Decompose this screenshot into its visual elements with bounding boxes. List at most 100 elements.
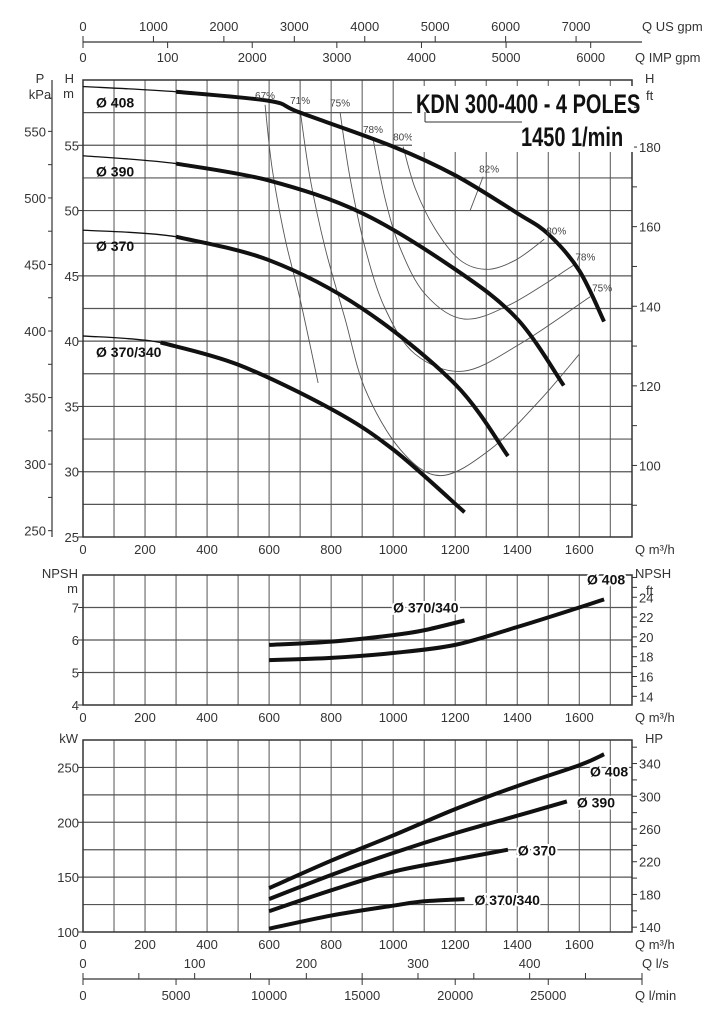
y-tick-label: 40 xyxy=(65,334,79,349)
y-tick-label: 200 xyxy=(57,815,79,830)
series-label: Ø 408 xyxy=(587,571,625,587)
kpa-tick-label: 350 xyxy=(24,391,46,406)
y-tick-label: 25 xyxy=(65,530,79,545)
x-tick-label: 400 xyxy=(196,937,218,952)
series-label: Ø 408 xyxy=(96,95,134,111)
right-tick-label: 340 xyxy=(639,757,661,772)
y-tick-label: 55 xyxy=(65,138,79,153)
efficiency-label: 78% xyxy=(363,125,383,136)
right-axis-title: NPSH xyxy=(635,566,671,581)
ls-tick-label: 400 xyxy=(519,956,541,971)
kpa-tick-label: 500 xyxy=(24,191,46,206)
x-tick-label: 800 xyxy=(320,937,342,952)
speed-label: 1450 1/min xyxy=(521,122,623,153)
labels: 0 200 400 600 800 1000 1200 1400 1600 Q m³/h25303… xyxy=(24,19,702,1003)
right-tick-label: 260 xyxy=(639,822,661,837)
ls-tick-label: 200 xyxy=(295,956,317,971)
lmin-tick-label: 10000 xyxy=(251,988,287,1003)
right-tick-label: 220 xyxy=(639,855,661,870)
curve-0 xyxy=(175,89,606,323)
right-tick-label: 20 xyxy=(639,630,653,645)
x-tick-label: 1400 xyxy=(503,710,532,725)
lmin-tick-label: 15000 xyxy=(344,988,380,1003)
x-axis-label: Q m³/h xyxy=(635,710,675,725)
right-tick-label: 160 xyxy=(639,220,661,235)
right-axis-title: HP xyxy=(645,731,663,746)
y-axis-unit: m xyxy=(67,581,78,596)
right-tick-label: 18 xyxy=(639,650,653,665)
x-tick-label: 800 xyxy=(320,542,342,557)
efficiency-label: 82% xyxy=(479,165,499,176)
plot-frame xyxy=(82,739,633,933)
series-label: Ø 390 xyxy=(577,794,615,810)
ls-tick-label: 100 xyxy=(184,956,206,971)
right-tick-label: 24 xyxy=(639,590,653,605)
y-axis-title: kW xyxy=(59,731,79,746)
right-tick-label: 140 xyxy=(639,920,661,935)
kpa-tick-label: 250 xyxy=(24,524,46,539)
right-tick-label: 180 xyxy=(639,887,661,902)
right-tick-label: 100 xyxy=(639,458,661,473)
y-tick-label: 250 xyxy=(57,760,79,775)
efficiency-end-label: 78% xyxy=(575,252,595,263)
us-gpm-tick-label: 7000 xyxy=(562,19,591,34)
x-tick-label: 800 xyxy=(320,710,342,725)
x-tick-label: 600 xyxy=(258,542,280,557)
y-tick-label: 35 xyxy=(65,399,79,414)
series-label: Ø 370/340 xyxy=(393,600,459,616)
series-label: Ø 370 xyxy=(96,238,134,254)
y-axis-title: H xyxy=(65,71,74,86)
right-tick-label: 120 xyxy=(639,379,661,394)
ls-tick-label: 300 xyxy=(407,956,429,971)
us-gpm-tick-label: 6000 xyxy=(491,19,520,34)
right-tick-label: 140 xyxy=(639,299,661,314)
kpa-tick-label: 400 xyxy=(24,324,46,339)
imp-gpm-tick-label: 6000 xyxy=(576,50,605,65)
right-tick-label: 22 xyxy=(639,610,653,625)
x-tick-label: 1400 xyxy=(503,937,532,952)
x-tick-label: 1200 xyxy=(441,542,470,557)
us-gpm-tick-label: 5000 xyxy=(421,19,450,34)
efficiency-end-label: 80% xyxy=(546,226,566,237)
curves xyxy=(82,85,606,931)
y-tick-label: 4 xyxy=(72,698,79,713)
kpa-tick-label: 550 xyxy=(24,124,46,139)
imp-gpm-tick-label: 2000 xyxy=(238,50,267,65)
imp-gpm-tick-label: 100 xyxy=(157,50,179,65)
y-tick-label: 100 xyxy=(57,925,79,940)
title-box: KDN 300-400 - 4 POLES 1450 1/min xyxy=(412,86,640,153)
lmin-axis-label: Q l/min xyxy=(635,988,676,1003)
efficiency-curve xyxy=(402,146,545,270)
kpa-tick-label: 300 xyxy=(24,457,46,472)
lmin-tick-label: 20000 xyxy=(437,988,473,1003)
y-tick-label: 45 xyxy=(65,269,79,284)
x-axis-label: Q m³/h xyxy=(635,542,675,557)
curve-2 xyxy=(268,847,509,914)
us-gpm-tick-label: 1000 xyxy=(139,19,168,34)
curve-0 xyxy=(268,618,465,647)
x-tick-label: 1200 xyxy=(441,937,470,952)
y-tick-label: 7 xyxy=(72,601,79,616)
lmin-tick-label: 0 xyxy=(79,988,86,1003)
x-tick-label: 0 xyxy=(79,937,86,952)
plot-frame xyxy=(82,79,633,538)
ls-tick-label: 0 xyxy=(79,956,86,971)
y-tick-label: 5 xyxy=(72,666,79,681)
right-tick-label: 14 xyxy=(639,689,653,704)
series-label: Ø 408 xyxy=(590,763,628,779)
x-tick-label: 600 xyxy=(258,710,280,725)
us-gpm-axis-label: Q US gpm xyxy=(642,19,703,34)
efficiency-curve xyxy=(372,138,574,320)
x-tick-label: 0 xyxy=(79,710,86,725)
x-tick-label: 200 xyxy=(134,710,156,725)
right-axis-title: H xyxy=(645,71,654,86)
efficiency-82-pointer xyxy=(469,176,484,211)
curve-1 xyxy=(175,161,566,387)
curve-3 xyxy=(159,340,466,514)
x-tick-label: 1200 xyxy=(441,710,470,725)
efficiency-curve xyxy=(264,104,319,384)
x-tick-label: 1600 xyxy=(565,937,594,952)
y-tick-label: 30 xyxy=(65,465,79,480)
x-tick-label: 1000 xyxy=(379,710,408,725)
imp-gpm-tick-label: 0 xyxy=(79,50,86,65)
